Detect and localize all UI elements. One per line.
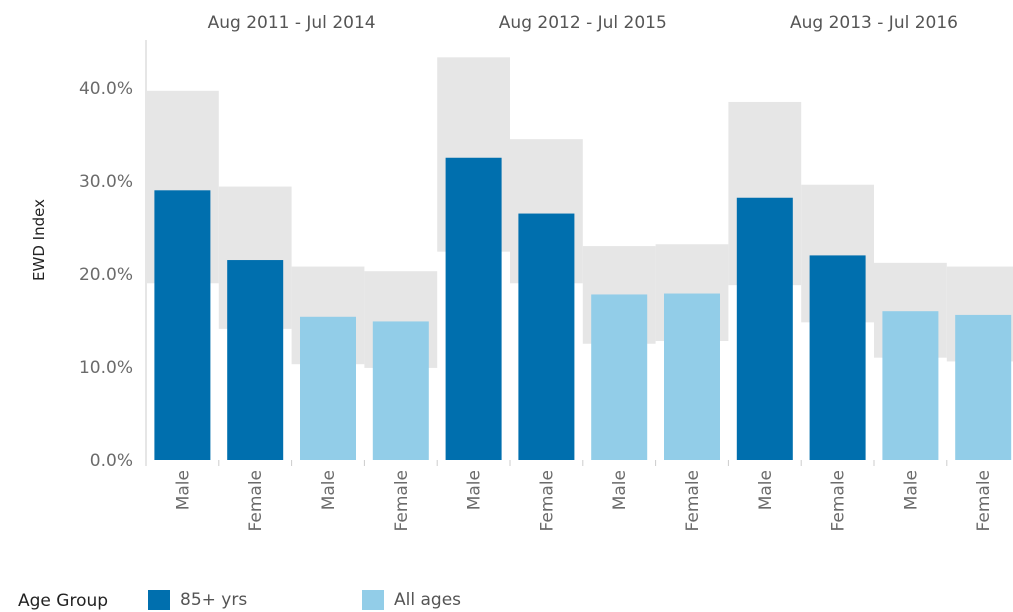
legend-title: Age Group <box>18 591 109 611</box>
y-tick-label: 40.0% <box>79 79 133 99</box>
bar <box>955 314 1012 460</box>
legend-item-all-ages[interactable]: All ages <box>362 590 461 610</box>
x-tick-label: Female <box>829 470 849 531</box>
bar <box>445 157 502 460</box>
x-tick-label: Male <box>465 470 485 510</box>
ewd-index-bar-chart: 0.0% 10.0% 20.0% 30.0% 40.0% EWD Index Aug 201… <box>30 13 1013 531</box>
legend-item-85plus[interactable]: 85+ yrs <box>148 590 247 610</box>
bar <box>591 294 648 460</box>
bar <box>154 190 211 461</box>
bar <box>882 311 939 460</box>
x-tick-label: Male <box>610 470 630 510</box>
x-tick-label: Female <box>974 470 994 531</box>
legend-label-85plus: 85+ yrs <box>180 590 248 610</box>
x-tick-label: Male <box>901 470 921 510</box>
group-title: Aug 2011 - Jul 2014 <box>208 13 376 33</box>
y-tick-label: 0.0% <box>90 451 133 471</box>
x-tick-label: Male <box>756 470 776 510</box>
bar <box>227 260 284 460</box>
y-tick-label: 30.0% <box>79 172 133 192</box>
bar <box>736 197 793 461</box>
y-tick-label: 10.0% <box>79 358 133 378</box>
legend-swatch-85plus <box>148 590 170 610</box>
x-tick-label: Male <box>173 470 193 510</box>
x-tick-label: Female <box>683 470 703 531</box>
x-tick-label: Male <box>319 470 339 510</box>
legend-label-all-ages: All ages <box>394 590 462 610</box>
y-tick-label: 20.0% <box>79 265 133 285</box>
y-axis-title: EWD Index <box>30 199 48 281</box>
group-title: Aug 2013 - Jul 2016 <box>790 13 958 33</box>
legend-swatch-all-ages <box>362 590 384 610</box>
legend: Age Group 85+ yrs All ages <box>0 584 1013 612</box>
group-title: Aug 2012 - Jul 2015 <box>499 13 667 33</box>
bar <box>300 316 356 460</box>
bar <box>809 255 866 460</box>
x-tick-label: Female <box>246 470 266 531</box>
bar <box>518 213 575 460</box>
x-tick-label: Female <box>392 470 412 531</box>
x-tick-label: Female <box>537 470 557 531</box>
bar <box>372 321 429 460</box>
bar <box>664 293 720 460</box>
